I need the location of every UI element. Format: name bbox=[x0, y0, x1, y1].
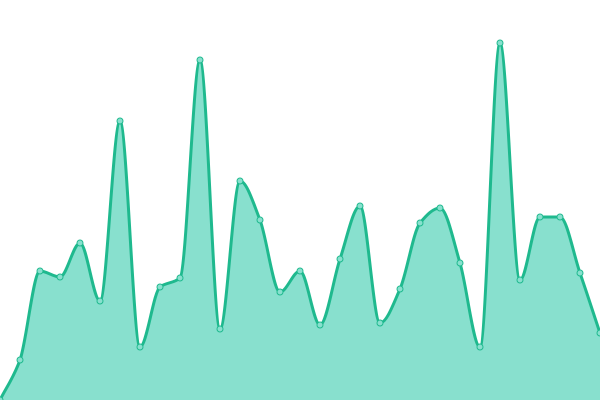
data-point bbox=[56, 273, 64, 281]
data-point bbox=[16, 356, 24, 364]
data-point bbox=[116, 117, 124, 125]
data-point bbox=[256, 216, 264, 224]
data-point bbox=[376, 319, 384, 327]
data-point bbox=[516, 276, 524, 284]
data-point bbox=[36, 267, 44, 275]
data-point bbox=[196, 56, 204, 64]
data-point bbox=[236, 177, 244, 185]
data-point bbox=[536, 213, 544, 221]
data-point bbox=[396, 285, 404, 293]
data-point bbox=[556, 213, 564, 221]
data-point bbox=[216, 325, 224, 333]
data-point bbox=[576, 269, 584, 277]
data-point bbox=[496, 39, 504, 47]
data-point bbox=[476, 343, 484, 351]
data-point bbox=[336, 255, 344, 263]
data-point bbox=[436, 204, 444, 212]
data-point bbox=[136, 343, 144, 351]
data-point bbox=[596, 329, 600, 337]
data-point bbox=[0, 396, 4, 400]
data-point bbox=[316, 321, 324, 329]
data-point bbox=[276, 288, 284, 296]
data-point bbox=[96, 297, 104, 305]
area-fill bbox=[0, 43, 600, 400]
data-point bbox=[456, 259, 464, 267]
data-point bbox=[296, 267, 304, 275]
data-point bbox=[416, 219, 424, 227]
data-point bbox=[356, 202, 364, 210]
data-point bbox=[176, 274, 184, 282]
data-point bbox=[156, 283, 164, 291]
data-point bbox=[76, 239, 84, 247]
